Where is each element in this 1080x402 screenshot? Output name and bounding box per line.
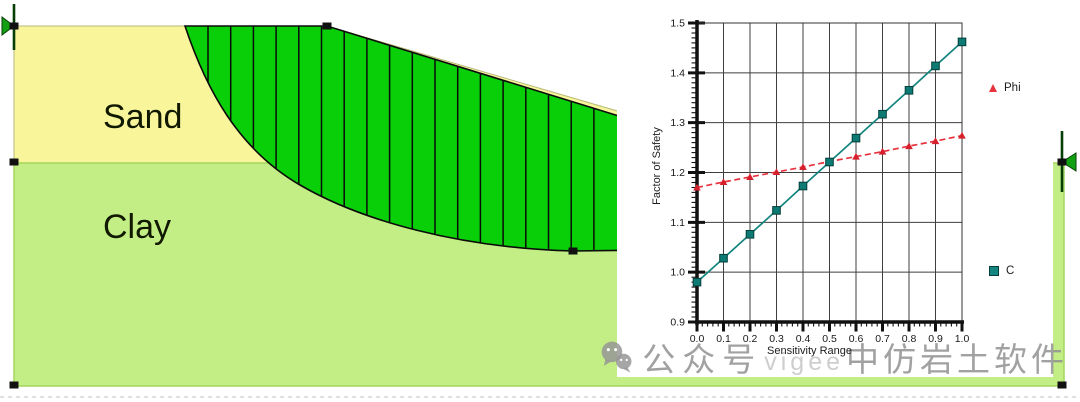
svg-text:1.5: 1.5 [670, 18, 685, 30]
svg-text:0.1: 0.1 [716, 333, 731, 345]
legend-entry-c: C [989, 265, 1014, 277]
c-square-icon [989, 266, 999, 276]
phi-triangle-icon [989, 84, 997, 92]
x-axis-title: Sensitivity Range [767, 345, 852, 357]
svg-text:0.4: 0.4 [796, 333, 811, 345]
watermark: 公众号 vigee 中仿岩土软件 [598, 331, 1068, 383]
legend-c-label: C [1006, 265, 1015, 277]
svg-text:0.6: 0.6 [849, 333, 864, 345]
svg-text:0.8: 0.8 [902, 333, 917, 345]
sensitivity-chart-panel [617, 8, 1053, 377]
svg-text:1.1: 1.1 [670, 217, 685, 229]
svg-text:1.2: 1.2 [670, 167, 685, 179]
svg-text:1.0: 1.0 [670, 267, 685, 279]
vertex-markers [9, 22, 1067, 389]
svg-text:0.2: 0.2 [743, 333, 758, 345]
legend-phi-label: Phi [1004, 82, 1021, 94]
watermark-prefix: 公众号 [642, 341, 763, 378]
svg-text:0.9: 0.9 [670, 317, 685, 329]
slip-mass [183, 25, 649, 252]
watermark-mid: vigee [764, 347, 844, 376]
svg-text:1.0: 1.0 [955, 333, 970, 345]
clay-layer-label: Clay [103, 208, 172, 246]
sand-layer-label: Sand [103, 98, 183, 136]
svg-text:1.4: 1.4 [670, 67, 685, 79]
sensitivity-chart-plot: 0.9 1.0 1.1 1.2 1.3 1.4 1.5 0.0 0.1 0.2 0.3 0.4 0.5 0… [670, 18, 970, 346]
svg-text:1.3: 1.3 [670, 117, 685, 129]
svg-text:0.5: 0.5 [822, 333, 837, 345]
svg-text:0.7: 0.7 [875, 333, 890, 345]
sensitivity-chart: 0.9 1.0 1.1 1.2 1.3 1.4 1.5 0.0 0.1 0.2 0.3 0.4 0.5 0… [617, 8, 1053, 377]
y-axis-title: Factor of Safety [651, 127, 663, 205]
watermark-suffix: 中仿岩土软件 [846, 341, 1068, 378]
svg-text:0.3: 0.3 [769, 333, 784, 345]
legend-entry-phi: Phi [989, 82, 1021, 94]
svg-text:0.0: 0.0 [690, 333, 705, 345]
svg-text:0.9: 0.9 [928, 333, 943, 345]
wechat-icon [601, 341, 632, 373]
